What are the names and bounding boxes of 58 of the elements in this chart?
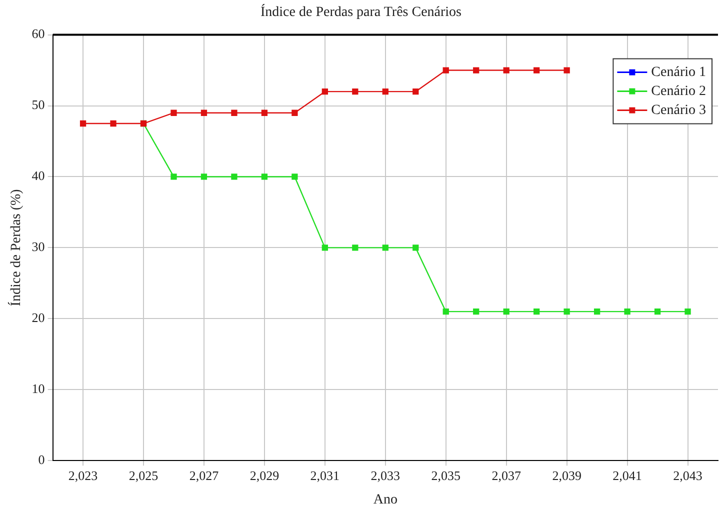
- x-axis-title: Ano: [373, 492, 398, 508]
- point: [110, 120, 116, 127]
- y-axis-title: Índice de Perdas (%): [7, 188, 24, 306]
- x-tick-label: 2,029: [250, 468, 280, 483]
- x-tick-label: 2,033: [370, 468, 400, 483]
- y-tick-label: 50: [32, 97, 45, 112]
- point: [261, 174, 268, 180]
- point: [322, 244, 328, 251]
- legend-label: Cenário 1: [651, 64, 706, 80]
- point: [80, 120, 86, 127]
- point: [654, 308, 661, 315]
- point: [503, 67, 510, 74]
- y-tick-label: 10: [32, 381, 45, 396]
- x-tick-label: 2,023: [68, 468, 98, 483]
- point: [624, 308, 630, 315]
- x-tick-label: 2,025: [128, 468, 158, 483]
- point: [503, 308, 510, 315]
- point: [442, 67, 449, 74]
- x-tick-label: 2,041: [612, 468, 642, 483]
- point: [231, 174, 238, 180]
- point: [412, 88, 419, 95]
- point: [170, 110, 177, 116]
- point: [200, 110, 208, 116]
- x-tick-label: 2,027: [189, 468, 220, 483]
- legend-label: Cenário 3: [651, 102, 706, 118]
- point: [534, 308, 540, 315]
- point: [231, 110, 238, 116]
- point: [292, 110, 298, 116]
- point: [534, 67, 540, 74]
- point: [292, 174, 298, 180]
- point: [170, 174, 177, 180]
- x-tick-label: 2,037: [492, 468, 522, 483]
- point: [382, 244, 388, 251]
- point: [352, 88, 358, 95]
- y-tick-label: 30: [32, 239, 45, 254]
- point: [473, 308, 480, 315]
- point: [352, 244, 358, 251]
- y-tick-label: 40: [32, 168, 45, 184]
- y-tick-label: 60: [32, 26, 45, 42]
- point: [322, 88, 328, 95]
- x-tick-label: 2,043: [673, 468, 702, 483]
- point: [564, 67, 570, 74]
- chart-title: Índice de Perdas para Três Cenários: [260, 3, 462, 20]
- y-tick-label: 0: [38, 452, 45, 468]
- point: [382, 88, 388, 95]
- point: [261, 110, 268, 116]
- x-tick-label: 2,031: [310, 468, 340, 483]
- point: [684, 308, 691, 315]
- point: [564, 308, 570, 315]
- point: [594, 308, 600, 315]
- x-tick-label: 2,035: [431, 468, 460, 483]
- y-tick-label: 20: [32, 310, 45, 326]
- legend-label: Cenário 2: [651, 84, 706, 99]
- point: [412, 244, 419, 251]
- point: [442, 308, 449, 315]
- x-tick-label: 2,039: [552, 468, 582, 483]
- point: [200, 174, 208, 180]
- point: [473, 67, 480, 74]
